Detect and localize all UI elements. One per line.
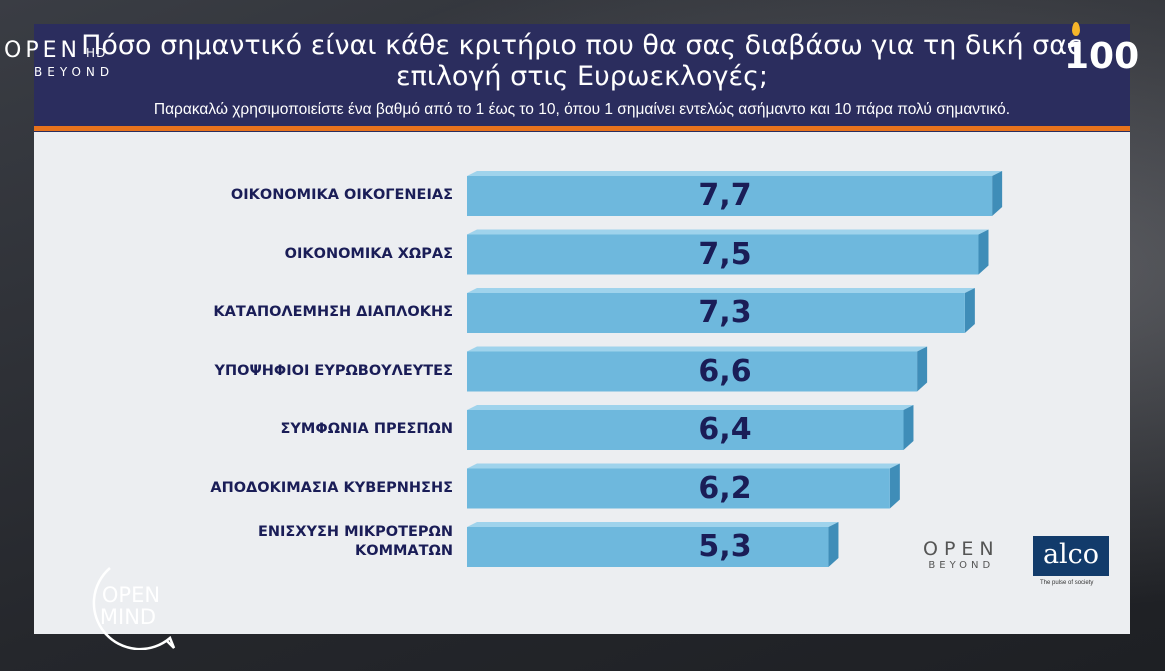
open-logo-tagline: BEYOND	[928, 560, 995, 571]
open-mind-logo: OPEN MIND	[92, 567, 176, 650]
bar-value-label: 6,2	[698, 470, 752, 506]
alco-tagline: The pulse of society	[1040, 580, 1094, 586]
flame-icon	[1072, 22, 1080, 36]
category-label: ΑΠΟΔΟΚΙΜΑΣΙΑ ΚΥΒΕΡΝΗΣΗΣ	[210, 479, 453, 496]
channel-logo-tagline: BEYOND	[34, 65, 115, 79]
channel-logo: OPEN HD BEYOND	[4, 38, 114, 79]
header-accent-rule	[34, 126, 1130, 131]
bar-value-label: 7,7	[698, 178, 752, 213]
category-label: ΕΝΙΣΧΥΣΗ ΜΙΚΡΟΤΕΡΩΝ ΚΟΜΜΑΤΩΝ	[257, 524, 453, 559]
anniversary-badge: 100	[1064, 36, 1140, 77]
chart-subtitle: Παρακαλώ χρησιμοποιείστε ένα βαθμό από τ…	[153, 101, 1011, 118]
open-logo-name: OPEN	[923, 538, 1000, 560]
header-banner	[34, 24, 1130, 132]
bar-value-label: 6,4	[698, 412, 752, 447]
open-mind-line2: MIND	[100, 605, 156, 629]
open-beyond-logo: OPEN BEYOND	[923, 538, 1000, 571]
chart-title: Πόσο σημαντικό είναι κάθε κριτήριο που θ…	[81, 30, 1083, 92]
bar-value-label: 6,6	[698, 353, 752, 389]
bar-value-label: 7,3	[698, 295, 752, 330]
channel-logo-hd: HD	[86, 46, 107, 60]
open-mind-line1: OPEN	[102, 583, 160, 607]
bar-value-label: 7,5	[698, 236, 752, 272]
category-label: ΟΙΚΟΝΟΜΙΚΑ ΟΙΚΟΓΕΝΕΙΑΣ	[230, 187, 453, 203]
bar-value-label: 5,3	[698, 529, 752, 564]
channel-logo-name: OPEN	[4, 38, 81, 63]
category-label: ΚΑΤΑΠΟΛΕΜΗΣΗ ΔΙΑΠΛΟΚΗΣ	[213, 304, 453, 320]
category-label: ΣΥΜΦΩΝΙΑ ΠΡΕΣΠΩΝ	[280, 421, 453, 437]
category-label: ΥΠΟΨΗΦΙΟΙ ΕΥΡΩΒΟΥΛΕΥΤΕΣ	[214, 362, 453, 379]
alco-logo: alco	[1033, 536, 1109, 576]
category-label: ΟΙΚΟΝΟΜΙΚΑ ΧΩΡΑΣ	[284, 245, 453, 262]
